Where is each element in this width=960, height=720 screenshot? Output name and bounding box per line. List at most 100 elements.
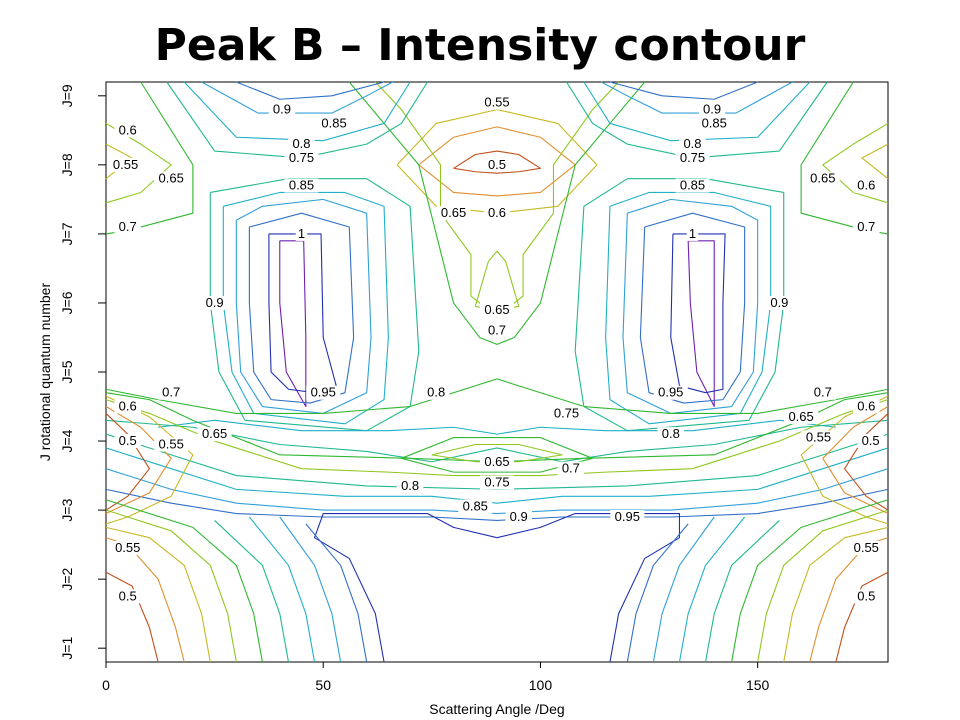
contour-line-0_85 xyxy=(601,81,793,114)
svg-text:0.6: 0.6 xyxy=(857,178,875,193)
svg-text:0.65: 0.65 xyxy=(441,205,466,220)
svg-text:0.55: 0.55 xyxy=(159,437,184,452)
contour-line-0_65 xyxy=(105,509,237,663)
x-tick-label: 150 xyxy=(746,677,770,693)
contour-label: 0.7 xyxy=(557,461,585,476)
contour-line-0_8 xyxy=(158,419,836,435)
contour-line-0_9 xyxy=(248,212,355,404)
svg-text:0.6: 0.6 xyxy=(119,122,137,137)
svg-text:0.75: 0.75 xyxy=(484,474,509,489)
y-tick-label: J=3 xyxy=(59,498,75,521)
svg-text:0.95: 0.95 xyxy=(311,385,336,400)
svg-text:1: 1 xyxy=(689,226,696,241)
contour-label: 0.9 xyxy=(505,509,532,524)
y-tick-label: J=8 xyxy=(59,153,75,176)
contour-line-0_7 xyxy=(105,499,263,663)
contour-label: 0.6 xyxy=(114,122,141,138)
svg-text:0.6: 0.6 xyxy=(488,205,506,220)
svg-text:0.5: 0.5 xyxy=(862,433,880,448)
svg-text:0.95: 0.95 xyxy=(615,509,640,524)
contour-line-0_7 xyxy=(401,437,594,473)
contour-label: 0.5 xyxy=(114,433,141,449)
contour-label: 0.6 xyxy=(853,178,880,193)
svg-text:0.7: 0.7 xyxy=(119,219,137,234)
contour-label: 0.55 xyxy=(801,430,836,445)
svg-text:0.7: 0.7 xyxy=(562,461,580,476)
contour-label: 0.5 xyxy=(114,588,141,604)
svg-text:0.85: 0.85 xyxy=(289,178,314,193)
contour-line-0_9 xyxy=(236,81,385,100)
contour-line-0_65 xyxy=(431,443,563,463)
contour-line-0_55 xyxy=(822,406,889,515)
contour-label: 0.55 xyxy=(110,540,145,556)
contour-line-0_9 xyxy=(626,523,689,663)
svg-text:0.6: 0.6 xyxy=(857,399,875,414)
svg-text:1: 1 xyxy=(298,226,305,241)
contour-label: 0.55 xyxy=(154,437,189,452)
svg-text:0.65: 0.65 xyxy=(159,171,184,186)
contour-label: 0.85 xyxy=(317,115,352,131)
contour-label: 0.7 xyxy=(853,219,880,234)
contour-line-0_65 xyxy=(374,81,620,318)
contour-line-0_6 xyxy=(861,143,889,180)
contour-line-0_9 xyxy=(105,488,889,522)
contour-line-0_8 xyxy=(678,516,746,663)
contour-line-0_5 xyxy=(844,413,889,511)
contour-line-1 xyxy=(279,240,307,408)
contour-line-0_5 xyxy=(105,413,150,511)
svg-text:0.55: 0.55 xyxy=(115,540,140,555)
svg-text:0.7: 0.7 xyxy=(488,323,506,338)
contour-line-0_6 xyxy=(783,526,889,663)
contour-label: 0.6 xyxy=(114,399,141,414)
contour-line-0_65 xyxy=(757,509,889,663)
svg-text:0.55: 0.55 xyxy=(806,430,831,445)
contour-label: 0.6 xyxy=(853,399,880,414)
svg-text:0.9: 0.9 xyxy=(206,295,224,310)
svg-text:0.7: 0.7 xyxy=(814,385,832,400)
contour-label: 0.75 xyxy=(284,150,319,165)
svg-text:0.8: 0.8 xyxy=(427,385,445,400)
svg-text:0.8: 0.8 xyxy=(683,136,701,151)
contour-label: 0.7 xyxy=(483,323,511,338)
svg-text:0.9: 0.9 xyxy=(770,295,788,310)
contour-label: 0.8 xyxy=(422,385,450,400)
contour-label: 0.9 xyxy=(698,102,726,117)
svg-text:0.8: 0.8 xyxy=(292,136,310,151)
contour-label: 0.65 xyxy=(197,426,232,442)
contour-line-0_75 xyxy=(566,81,828,159)
contour-label: 0.7 xyxy=(809,385,837,400)
contour-line-0_85 xyxy=(622,198,759,414)
contour-label: 0.7 xyxy=(114,219,141,234)
svg-text:0.5: 0.5 xyxy=(857,588,875,603)
contour-label: 0.75 xyxy=(675,150,710,165)
svg-text:0.55: 0.55 xyxy=(113,157,138,172)
y-tick-label: J=9 xyxy=(59,84,75,107)
x-tick-label: 0 xyxy=(102,677,110,693)
contour-line-0_85 xyxy=(105,468,889,515)
svg-text:0.6: 0.6 xyxy=(119,399,137,414)
contour-label: 0.8 xyxy=(396,478,424,493)
contour-label: 0.6 xyxy=(483,205,511,221)
svg-text:0.9: 0.9 xyxy=(510,509,528,524)
slide-title: Peak B – Intensity contour xyxy=(154,20,806,71)
contour-label: 0.65 xyxy=(154,171,189,186)
contour-line-0_8 xyxy=(183,81,411,142)
svg-text:0.7: 0.7 xyxy=(162,385,180,400)
x-tick-label: 100 xyxy=(529,677,553,693)
contour-label: 0.95 xyxy=(610,509,645,524)
contour-label: 0.65 xyxy=(805,171,840,186)
contour-line-0_6 xyxy=(105,526,211,663)
contour-line-0_9 xyxy=(609,81,758,100)
svg-text:0.65: 0.65 xyxy=(484,302,509,317)
contour-label: 0.95 xyxy=(653,385,688,400)
contour-line-0_95 xyxy=(670,233,726,394)
contour-line-0_5 xyxy=(453,150,541,174)
contour-line-0_7 xyxy=(105,378,889,414)
y-tick-label: J=6 xyxy=(59,291,75,314)
svg-text:0.55: 0.55 xyxy=(854,540,879,555)
contour-line-0_85 xyxy=(201,81,393,114)
contour-label: 0.5 xyxy=(857,433,884,449)
contour-line-0_8 xyxy=(583,81,811,142)
y-axis-title: J rotational quantum number xyxy=(37,283,53,462)
